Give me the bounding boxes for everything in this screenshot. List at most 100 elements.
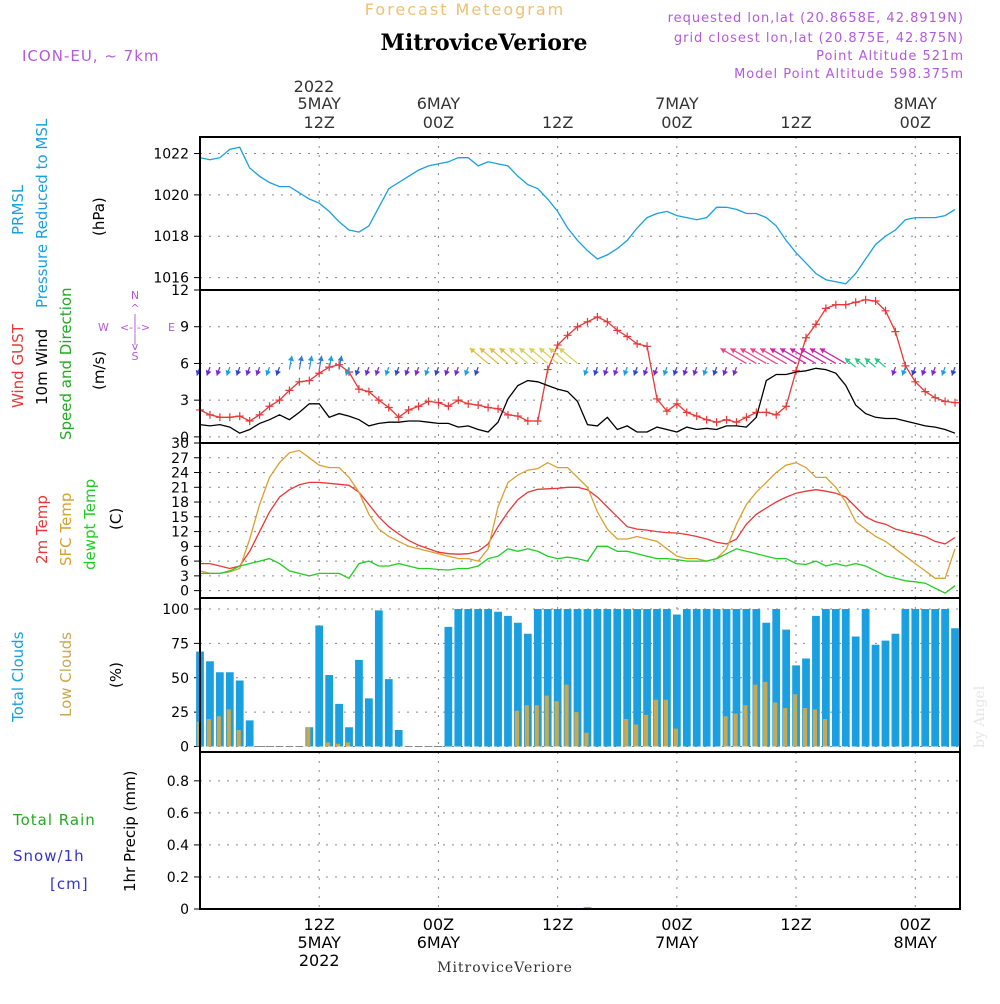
gust-marker	[931, 393, 940, 402]
gust-marker	[404, 405, 413, 414]
clouds-bar-low-clouds	[236, 730, 241, 747]
wind-ytick-label: 6	[180, 356, 189, 372]
gust-marker	[633, 339, 642, 348]
gust-marker	[941, 397, 950, 406]
wind-direction-arrowhead	[288, 355, 294, 362]
clouds-bar-low-clouds	[524, 705, 529, 747]
wind-ytick-label: 3	[180, 393, 189, 409]
wind-direction-arrowhead	[593, 369, 599, 376]
wind-direction-arrowhead	[307, 355, 314, 362]
clouds-bar-total-clouds	[802, 658, 810, 747]
clouds-ytick-label: 100	[162, 602, 189, 618]
wind-label-gust: Wind GUST	[9, 323, 27, 408]
wind-direction-arrowhead	[613, 369, 619, 376]
wind-direction-arrowhead	[454, 369, 460, 376]
clouds-bar-total-clouds	[603, 609, 612, 747]
gust-marker	[831, 300, 840, 309]
bottom-hour-label: 12Z	[780, 915, 811, 934]
clouds-bar-total-clouds	[464, 609, 473, 747]
pressure-side-labels: PRMSL Pressure Reduced to MSL (hPa)	[9, 118, 108, 308]
wind-direction-arrowhead	[499, 348, 506, 354]
precip-panel: 0 0.2 0.4 0.6 0.8	[167, 751, 961, 918]
clouds-bar-total-clouds	[335, 703, 343, 747]
clouds-bar-total-clouds	[841, 609, 850, 747]
gust-marker	[593, 312, 602, 321]
clouds-bar-total-clouds	[573, 609, 582, 747]
clouds-bar-total-clouds	[484, 609, 492, 747]
clouds-bar-low-clouds	[574, 712, 579, 747]
clouds-bar-total-clouds	[851, 636, 860, 747]
wind-direction-arrowhead	[394, 369, 401, 376]
wind-direction-arrowhead	[864, 358, 871, 364]
wind-direction-arrowhead	[662, 369, 669, 376]
pressure-panel: 1016 1018 1020 1022	[153, 136, 961, 291]
wind-direction-arrowhead	[317, 355, 324, 362]
top-year: 2022	[294, 77, 335, 96]
clouds-bar-low-clouds	[564, 684, 569, 747]
svg-text:<-|->: <-|->	[120, 321, 150, 334]
clouds-bar-total-clouds	[504, 615, 512, 747]
wind-direction-arrowhead	[702, 369, 709, 376]
pressure-ytick-label: 1018	[153, 229, 189, 245]
product-title: Forecast Meteogram	[365, 0, 565, 19]
wind-direction-arrowhead	[780, 348, 786, 354]
top-hour-label: 12Z	[304, 113, 335, 132]
clouds-bar-total-clouds	[474, 609, 483, 747]
gust-marker	[871, 297, 880, 306]
clouds-bar-low-clouds	[812, 709, 818, 747]
clouds-bar-total-clouds	[871, 644, 880, 747]
clouds-bar-total-clouds	[454, 609, 463, 747]
top-date-label: 8MAY	[894, 94, 938, 113]
clouds-bar-total-clouds	[921, 609, 930, 747]
gust-marker	[613, 326, 622, 335]
wind-direction-arrowhead	[740, 348, 747, 354]
bottom-hour-label: 00Z	[900, 915, 931, 934]
top-date-label: 7MAY	[655, 94, 699, 113]
clouds-bar-total-clouds	[613, 609, 622, 747]
wind-direction-arrow	[799, 347, 827, 364]
temp-ytick-label: 12	[171, 525, 189, 541]
wind-direction-arrowhead	[344, 369, 351, 376]
clouds-bar-total-clouds	[682, 609, 691, 747]
clouds-bar-total-clouds	[553, 609, 562, 747]
svg-text:v: v	[132, 340, 139, 353]
clouds-bar-total-clouds	[951, 628, 959, 747]
bottom-hour-label: 12Z	[304, 915, 335, 934]
wind-direction-arrowhead	[235, 369, 242, 376]
wind-direction-arrowhead	[874, 358, 881, 364]
wind-direction-arrowhead	[921, 369, 927, 376]
clouds-bar-low-clouds	[663, 699, 669, 747]
clouds-bar-low-clouds	[733, 713, 738, 747]
gust-marker	[712, 418, 721, 427]
wind-panel: 0 3 6 9 12	[171, 283, 961, 446]
wind-direction-arrowhead	[327, 355, 334, 362]
precip-unit: 1hr Precip (mm)	[121, 771, 139, 892]
clouds-bar-total-clouds	[523, 633, 532, 747]
gust-marker	[802, 333, 811, 342]
model-label: ICON-EU, ~ 7km	[22, 47, 160, 65]
requested-coords: requested lon,lat (20.8658E, 42.8919N)	[668, 11, 964, 26]
clouds-bar-low-clouds	[822, 719, 827, 747]
clouds-bar-total-clouds	[702, 609, 711, 747]
clouds-bar-low-clouds	[326, 742, 331, 747]
precip-label-cm: [cm]	[50, 875, 89, 893]
wind-direction-arrowhead	[424, 369, 430, 376]
gust-marker	[315, 369, 324, 378]
wind-side-labels: Wind GUST 10m Wind Speed and Direction (…	[9, 287, 175, 440]
gust-marker	[523, 416, 532, 425]
precip-ytick-label: 0	[180, 902, 189, 918]
wind-unit: (m/s)	[90, 351, 108, 390]
wind-direction-arrowhead	[799, 348, 806, 354]
clouds-bar-low-clouds	[306, 727, 311, 747]
clouds-bar-total-clouds	[931, 609, 940, 747]
gust-marker	[255, 410, 264, 419]
gust-marker	[643, 342, 652, 351]
clouds-label-low: Low Clouds	[57, 632, 75, 717]
clouds-bar-total-clouds	[672, 614, 681, 747]
gust-marker	[225, 413, 234, 422]
gust-marker	[533, 416, 542, 425]
wind-direction-arrowhead	[479, 348, 486, 354]
svg-text:|: |	[133, 332, 137, 345]
